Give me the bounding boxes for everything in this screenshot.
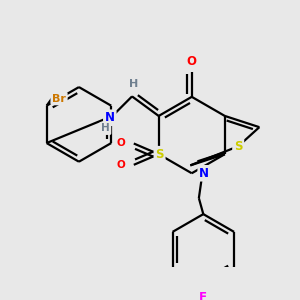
Text: N: N: [199, 167, 209, 180]
Text: N: N: [105, 111, 115, 124]
Text: O: O: [187, 55, 197, 68]
Text: H: H: [101, 123, 110, 134]
Text: H: H: [129, 79, 138, 89]
Text: O: O: [117, 139, 126, 148]
Text: O: O: [117, 160, 126, 170]
Text: Br: Br: [52, 94, 66, 103]
Text: S: S: [155, 148, 164, 161]
Text: S: S: [234, 140, 242, 153]
Text: F: F: [199, 291, 207, 300]
